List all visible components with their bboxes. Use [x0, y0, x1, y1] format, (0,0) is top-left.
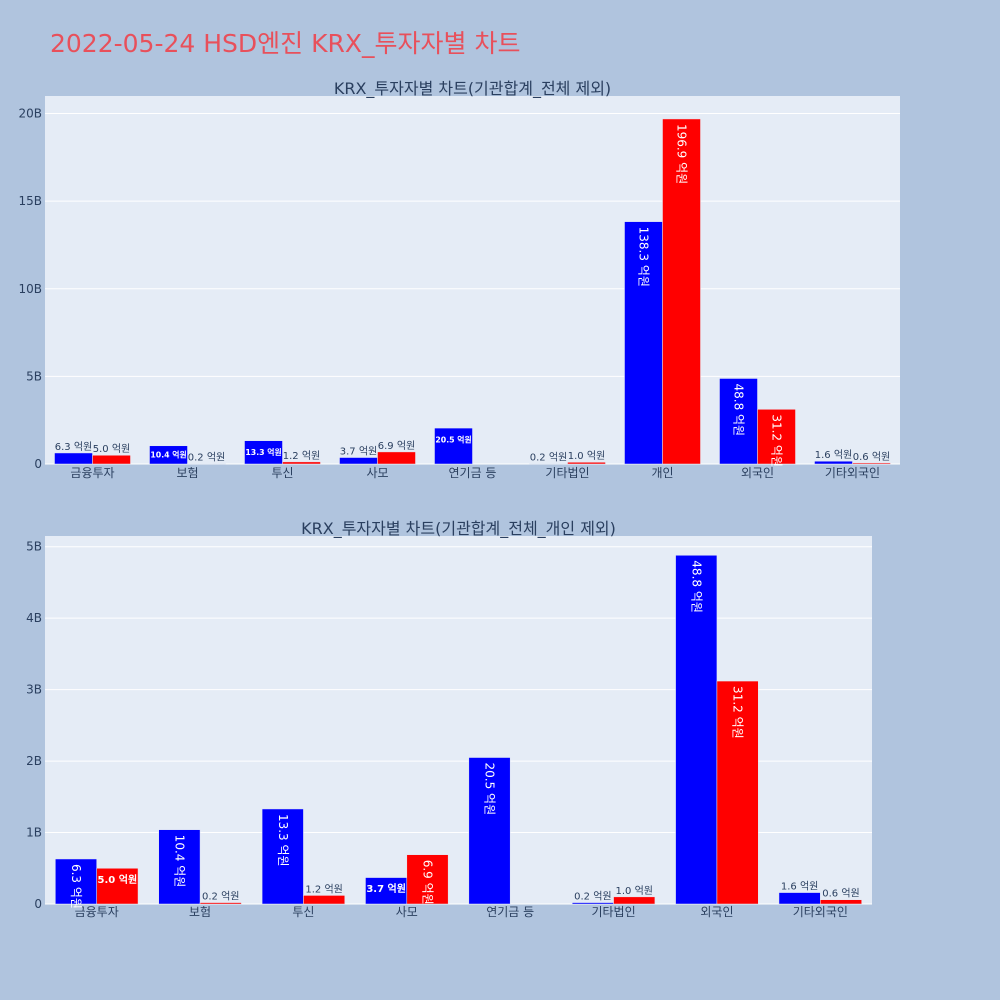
x-tick-label: 외국인 — [741, 466, 774, 480]
bar — [613, 896, 656, 905]
y-tick-label: 5B — [26, 369, 42, 383]
bar — [96, 868, 139, 905]
y-tick-label: 2B — [26, 754, 42, 768]
bar — [778, 892, 821, 905]
bar-value-label: 3.7 억원 — [340, 446, 377, 458]
y-tick-label: 0 — [34, 457, 42, 471]
chart-title: KRX_투자자별 차트(기관합계_전체_개인 제외) — [301, 519, 616, 539]
x-tick-label: 기타법인 — [545, 466, 589, 480]
bar-value-label: 6.9 억원 — [378, 440, 415, 452]
bar — [571, 902, 614, 905]
bar-value-label: 48.8 억원 — [689, 560, 703, 613]
y-tick-label: 10B — [18, 282, 42, 296]
y-tick-label: 20B — [18, 107, 42, 121]
bar-value-label: 0.6 억원 — [853, 451, 890, 463]
chart-panel-2: 0 1B 2B 3B 4B 5B KRX_투자자별 차트(기관합계_전체_개인 제외) 금융투… — [26, 519, 872, 919]
bar — [468, 757, 511, 905]
bar-value-label: 0.6 억원 — [822, 888, 859, 900]
chart-panel-1: 0 5B 10B 15B 20B KRX_투자자별 차트(기관합계_전체 제외) 금융투자 6… — [18, 79, 900, 480]
bar-value-label: 5.0 억원 — [98, 873, 138, 886]
x-tick-label: 금융투자 — [75, 905, 119, 919]
bar — [406, 854, 449, 905]
bar-value-label: 10.4 억원 — [150, 449, 186, 459]
bar — [55, 858, 97, 905]
bar-value-label: 0.2 억원 — [530, 452, 567, 464]
bar-value-label: 0.2 억원 — [574, 891, 611, 903]
bar — [54, 452, 93, 465]
bar-value-label: 31.2 억원 — [731, 686, 745, 739]
bar-value-label: 10.4 억원 — [172, 835, 186, 888]
plot-area — [45, 96, 900, 464]
bar-value-label: 196.9 억원 — [675, 124, 689, 184]
y-tick-label: 1B — [26, 826, 42, 840]
x-tick-label: 금융투자 — [70, 466, 114, 480]
bar-value-label: 6.9 억원 — [420, 860, 434, 905]
bar-value-label: 3.7 억원 — [366, 882, 406, 895]
bar — [820, 899, 862, 905]
x-tick-label: 기타법인 — [591, 905, 635, 919]
chart-title: KRX_투자자별 차트(기관합계_전체 제외) — [334, 79, 611, 99]
bar-value-label: 0.2 억원 — [188, 452, 225, 464]
bar-value-label: 6.3 억원 — [55, 441, 92, 453]
bar-value-label: 1.6 억원 — [815, 449, 852, 461]
bar-value-label: 1.0 억원 — [615, 885, 652, 897]
bar-value-label: 6.3 억원 — [69, 864, 83, 909]
x-tick-label: 연기금 등 — [486, 905, 534, 919]
bar-value-label: 138.3 억원 — [637, 227, 651, 287]
x-tick-label: 개인 — [651, 466, 673, 480]
bar — [662, 118, 701, 465]
bar — [199, 902, 242, 905]
bar — [675, 555, 718, 905]
bar — [339, 457, 378, 465]
y-tick-label: 3B — [26, 683, 42, 697]
x-tick-label: 투신 — [271, 466, 293, 480]
bar — [814, 460, 853, 465]
bar-value-label: 31.2 억원 — [770, 414, 784, 467]
bar-value-label: 13.3 억원 — [276, 814, 290, 867]
bar-value-label: 13.3 억원 — [245, 447, 281, 457]
bar-value-label: 20.5 억원 — [435, 435, 471, 445]
y-tick-label: 0 — [34, 897, 42, 911]
y-tick-label: 4B — [26, 611, 42, 625]
bar — [303, 895, 346, 905]
bar — [282, 461, 321, 465]
x-tick-label: 외국인 — [700, 905, 733, 919]
bar — [434, 427, 473, 465]
x-tick-label: 기타외국인 — [793, 905, 848, 919]
bar-value-label: 1.0 억원 — [568, 450, 605, 462]
bar — [757, 409, 796, 465]
page-title: 2022-05-24 HSD엔진 KRX_투자자별 차트 — [50, 29, 521, 58]
bar — [261, 808, 304, 905]
x-tick-label: 사모 — [396, 905, 418, 919]
bar — [377, 451, 416, 465]
bar — [158, 829, 201, 905]
bar-value-label: 20.5 억원 — [483, 763, 497, 816]
x-tick-label: 투신 — [292, 905, 314, 919]
x-tick-label: 연기금 등 — [449, 466, 497, 480]
bar-value-label: 1.2 억원 — [283, 450, 320, 462]
bar-value-label: 48.8 억원 — [732, 383, 746, 436]
bar — [244, 440, 283, 465]
bar — [719, 378, 758, 465]
bar-value-label: 1.2 억원 — [305, 883, 342, 895]
bar — [716, 680, 759, 905]
x-tick-label: 사모 — [366, 466, 388, 480]
y-tick-label: 15B — [18, 194, 42, 208]
bar-value-label: 1.6 억원 — [781, 881, 818, 893]
x-tick-label: 보험 — [189, 905, 211, 919]
bar — [852, 462, 891, 465]
bar — [149, 445, 188, 465]
y-tick-label: 5B — [26, 540, 42, 554]
x-tick-label: 기타외국인 — [825, 466, 880, 480]
bar — [365, 877, 408, 905]
bar-value-label: 5.0 억원 — [93, 443, 130, 455]
bar — [567, 461, 606, 465]
bar — [92, 454, 131, 465]
bar-value-label: 0.2 억원 — [202, 891, 239, 903]
x-tick-label: 보험 — [176, 466, 198, 480]
